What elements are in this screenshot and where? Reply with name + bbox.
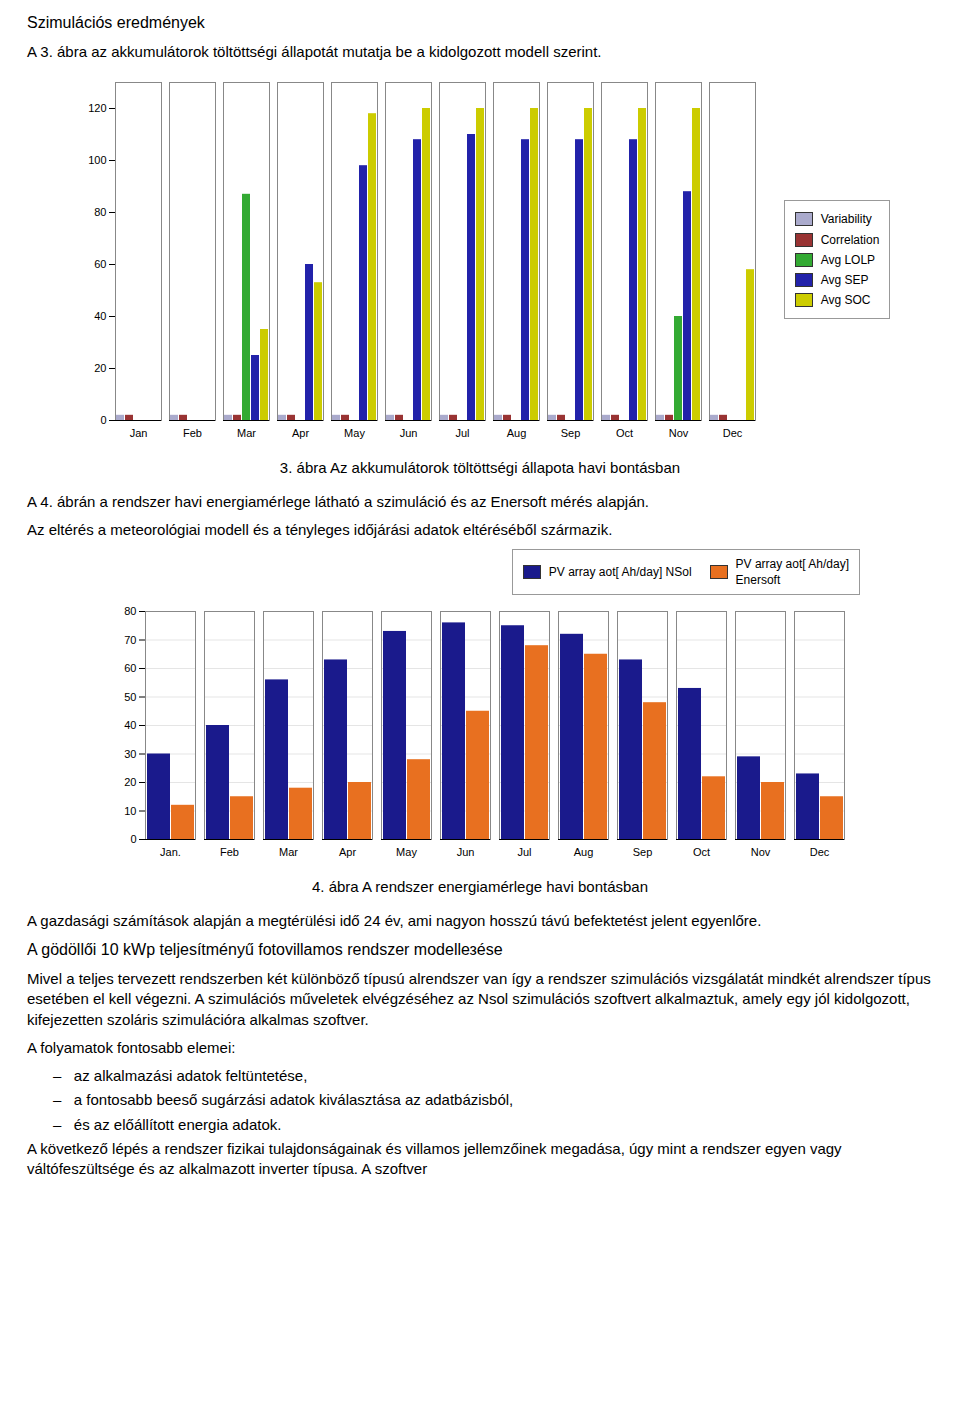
- svg-text:Dec: Dec: [722, 427, 742, 439]
- svg-text:100: 100: [88, 154, 106, 166]
- svg-text:Sep: Sep: [560, 427, 580, 439]
- svg-text:Nov: Nov: [751, 846, 771, 858]
- svg-text:Mar: Mar: [237, 427, 256, 439]
- html-text:4. ábra A rendszer energiamérl: 4. ábra A rendszer energiamérlege havi b…: [312, 878, 648, 895]
- html-text:– és az előállított energia ad: – és az előállított energia adatok.: [53, 1115, 282, 1133]
- svg-text:Sep: Sep: [633, 846, 653, 858]
- svg-text:40: 40: [94, 310, 106, 322]
- svg-text:Jun: Jun: [457, 846, 475, 858]
- svg-text:10: 10: [124, 804, 136, 816]
- html-text:Correlation: Correlation: [820, 232, 880, 247]
- svg-text:30: 30: [124, 747, 136, 759]
- svg-text:40: 40: [124, 719, 136, 731]
- svg-text:Dec: Dec: [810, 846, 830, 858]
- svg-text:Aug: Aug: [506, 427, 526, 439]
- svg-text:Jan: Jan: [129, 427, 147, 439]
- svg-text:80: 80: [94, 206, 106, 218]
- html-text:PV array aot[ Ah/day] Enersoft: PV array aot[ Ah/day] Enersoft: [735, 556, 849, 587]
- html-text:– a fontosabb beeső sugárzási: – a fontosabb beeső sugárzási adatok kiv…: [53, 1091, 514, 1109]
- html-text:Avg LOLP: Avg LOLP: [820, 252, 876, 267]
- svg-text:Feb: Feb: [183, 427, 202, 439]
- html-text:A folyamatok fontosabb elemei:: A folyamatok fontosabb elemei:: [27, 1038, 236, 1056]
- svg-text:Feb: Feb: [220, 846, 239, 858]
- svg-text:Oct: Oct: [693, 846, 710, 858]
- html-text:A 3. ábra az akkumulátorok töl: A 3. ábra az akkumulátorok töltöttségi á…: [27, 42, 602, 60]
- svg-text:20: 20: [94, 362, 106, 374]
- html-text:Avg SOC: Avg SOC: [820, 293, 871, 308]
- svg-text:80: 80: [124, 605, 136, 617]
- svg-text:0: 0: [100, 414, 106, 426]
- svg-text:Apr: Apr: [339, 846, 356, 858]
- svg-text:Mar: Mar: [279, 846, 298, 858]
- svg-text:120: 120: [88, 102, 106, 114]
- svg-text:70: 70: [124, 633, 136, 645]
- html-text:Avg SEP: Avg SEP: [820, 272, 869, 287]
- svg-text:50: 50: [124, 690, 136, 702]
- svg-text:Jul: Jul: [517, 846, 531, 858]
- html-text:Az eltérés a meteorológiai mod: Az eltérés a meteorológiai modell és a t…: [27, 521, 613, 539]
- html-text:A gödöllői 10 kWp teljesítmény: A gödöllői 10 kWp teljesítményű fotovill…: [27, 941, 503, 959]
- html-text:Szimulációs eredmények: Szimulációs eredmények: [27, 14, 205, 31]
- svg-text:Nov: Nov: [668, 427, 688, 439]
- svg-text:Jun: Jun: [399, 427, 417, 439]
- html-text:A 4. ábrán a rendszer havi ene: A 4. ábrán a rendszer havi energiamérleg…: [27, 493, 649, 511]
- svg-text:May: May: [396, 846, 417, 858]
- svg-text:20: 20: [124, 776, 136, 788]
- svg-text:Oct: Oct: [616, 427, 633, 439]
- html-text:PV array aot[ Ah/day] NSol: PV array aot[ Ah/day] NSol: [548, 564, 692, 579]
- svg-text:60: 60: [94, 258, 106, 270]
- svg-text:Aug: Aug: [574, 846, 594, 858]
- html-text:– az alkalmazási adatok feltün: – az alkalmazási adatok feltüntetése,: [53, 1067, 308, 1085]
- html-text:Mivel a teljes tervezett rends: Mivel a teljes tervezett rendszerben két…: [27, 970, 935, 1028]
- html-text:3. ábra Az akkumulátorok töltö: 3. ábra Az akkumulátorok töltöttségi áll…: [279, 458, 681, 476]
- svg-text:Jul: Jul: [455, 427, 469, 439]
- svg-text:Apr: Apr: [292, 427, 309, 439]
- svg-text:May: May: [344, 427, 365, 439]
- svg-text:Jan.: Jan.: [160, 846, 181, 858]
- html-text:A gazdasági számítások alapján: A gazdasági számítások alapján a megtérü…: [27, 912, 762, 930]
- html-text:Variability: Variability: [820, 212, 872, 227]
- svg-text:0: 0: [130, 833, 136, 845]
- svg-text:60: 60: [124, 662, 136, 674]
- html-text:A következő lépés a rendszer f: A következő lépés a rendszer fizikai tul…: [27, 1139, 846, 1178]
